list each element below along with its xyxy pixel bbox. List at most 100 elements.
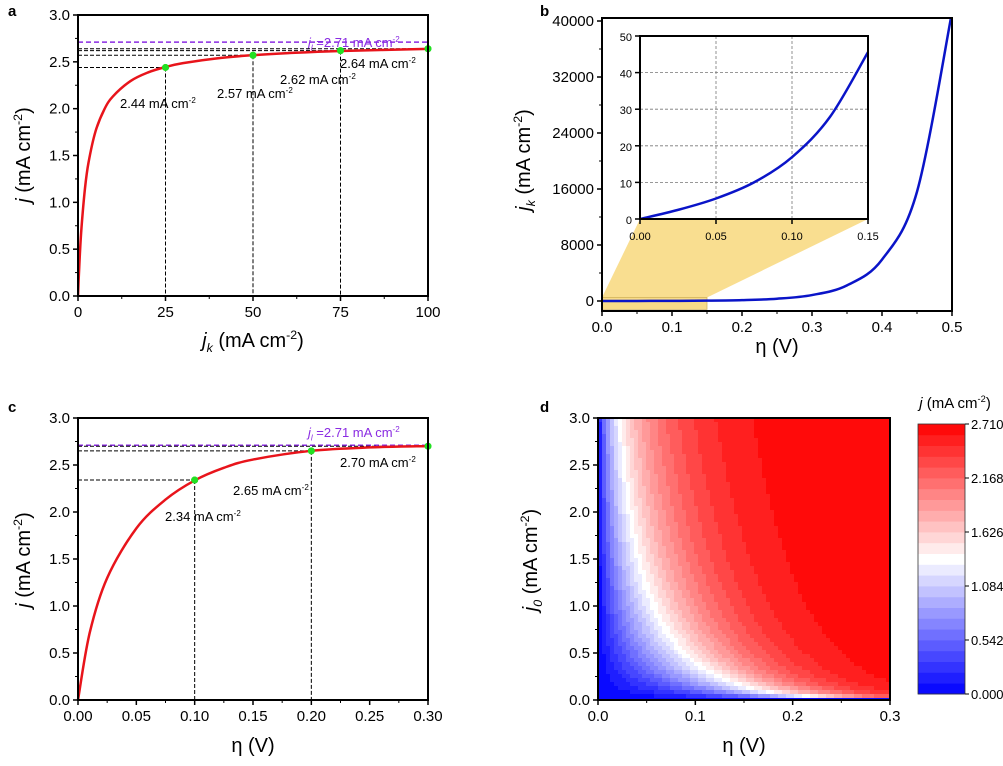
- heatmap-cell: [658, 542, 663, 547]
- heatmap-cell: [818, 690, 823, 695]
- heatmap-cell: [778, 590, 783, 595]
- heatmap-cell: [690, 434, 695, 439]
- heatmap-cell: [814, 694, 819, 699]
- heatmap-cell: [814, 574, 819, 579]
- heatmap-cell: [754, 630, 759, 635]
- heatmap-cell: [846, 502, 851, 507]
- heatmap-cell: [746, 646, 751, 651]
- heatmap-cell: [678, 562, 683, 567]
- heatmap-cell: [854, 578, 859, 583]
- heatmap-cell: [758, 606, 763, 611]
- heatmap-cell: [782, 562, 787, 567]
- heatmap-cell: [602, 534, 607, 539]
- heatmap-cell: [758, 530, 763, 535]
- heatmap-cell: [834, 518, 839, 523]
- heatmap-cell: [706, 462, 711, 467]
- heatmap-cell: [646, 566, 651, 571]
- heatmap-cell: [622, 694, 627, 699]
- heatmap-cell: [686, 470, 691, 475]
- heatmap-cell: [694, 662, 699, 667]
- heatmap-cell: [654, 466, 659, 471]
- heatmap-cell: [826, 462, 831, 467]
- heatmap-cell: [774, 510, 779, 515]
- heatmap-cell: [670, 526, 675, 531]
- heatmap-cell: [738, 442, 743, 447]
- heatmap-cell: [862, 550, 867, 555]
- heatmap-cell: [614, 426, 619, 431]
- x-tick-label: 0.00: [63, 708, 92, 725]
- heatmap-cell: [626, 662, 631, 667]
- heatmap-cell: [802, 570, 807, 575]
- heatmap-cell: [722, 686, 727, 691]
- heatmap-cell: [606, 678, 611, 683]
- heatmap-cell: [682, 438, 687, 443]
- heatmap-cell: [834, 542, 839, 547]
- heatmap-cell: [802, 638, 807, 643]
- heatmap-cell: [830, 626, 835, 631]
- heatmap-cell: [726, 638, 731, 643]
- heatmap-cell: [738, 566, 743, 571]
- heatmap-cell: [774, 522, 779, 527]
- heatmap-cell: [670, 502, 675, 507]
- heatmap-cell: [770, 434, 775, 439]
- heatmap-cell: [730, 534, 735, 539]
- heatmap-cell: [814, 426, 819, 431]
- heatmap-cell: [778, 534, 783, 539]
- heatmap-cell: [610, 662, 615, 667]
- heatmap-cell: [818, 474, 823, 479]
- heatmap-cell: [666, 430, 671, 435]
- heatmap-cell: [814, 478, 819, 483]
- heatmap-cell: [646, 662, 651, 667]
- heatmap-cell: [754, 474, 759, 479]
- heatmap-cell: [738, 694, 743, 699]
- heatmap-cell: [730, 570, 735, 575]
- y-axis-label-part: ): [13, 512, 35, 519]
- heatmap-cell: [658, 486, 663, 491]
- limit-label: jl =2.71 mA cm-2​: [306, 425, 400, 442]
- heatmap-cell: [642, 682, 647, 687]
- heatmap-cell: [794, 530, 799, 535]
- heatmap-cell: [698, 510, 703, 515]
- heatmap-cell: [742, 502, 747, 507]
- heatmap-cell: [854, 594, 859, 599]
- heatmap-cell: [854, 542, 859, 547]
- heatmap-cell: [790, 546, 795, 551]
- heatmap-cell: [830, 478, 835, 483]
- heatmap-cell: [770, 486, 775, 491]
- heatmap-cell: [710, 614, 715, 619]
- heatmap-cell: [630, 666, 635, 671]
- heatmap-cell: [706, 662, 711, 667]
- heatmap-cell: [846, 634, 851, 639]
- heatmap-cell: [762, 602, 767, 607]
- heatmap-cell: [846, 450, 851, 455]
- heatmap-cell: [598, 606, 603, 611]
- heatmap-cell: [726, 446, 731, 451]
- heatmap-cell: [622, 494, 627, 499]
- heatmap-cell: [670, 442, 675, 447]
- heatmap-cell: [766, 586, 771, 591]
- heatmap-cell: [794, 522, 799, 527]
- heatmap-cell: [638, 542, 643, 547]
- heatmap-cell: [782, 542, 787, 547]
- heatmap-cell: [634, 610, 639, 615]
- heatmap-cell: [822, 590, 827, 595]
- heatmap-cell: [830, 650, 835, 655]
- heatmap-cell: [818, 506, 823, 511]
- heatmap-cell: [726, 550, 731, 555]
- heatmap-cell: [826, 658, 831, 663]
- heatmap-cell: [862, 562, 867, 567]
- heatmap-cell: [710, 658, 715, 663]
- heatmap-cell: [698, 478, 703, 483]
- heatmap-cell: [690, 498, 695, 503]
- heatmap-cell: [730, 450, 735, 455]
- heatmap-cell: [794, 554, 799, 559]
- heatmap-cell: [730, 674, 735, 679]
- heatmap-cell: [766, 538, 771, 543]
- heatmap-cell: [698, 474, 703, 479]
- heatmap-cell: [750, 418, 755, 423]
- heatmap-cell: [850, 438, 855, 443]
- heatmap-cell: [626, 570, 631, 575]
- heatmap-cell: [666, 674, 671, 679]
- heatmap-cell: [818, 454, 823, 459]
- heatmap-cell: [654, 530, 659, 535]
